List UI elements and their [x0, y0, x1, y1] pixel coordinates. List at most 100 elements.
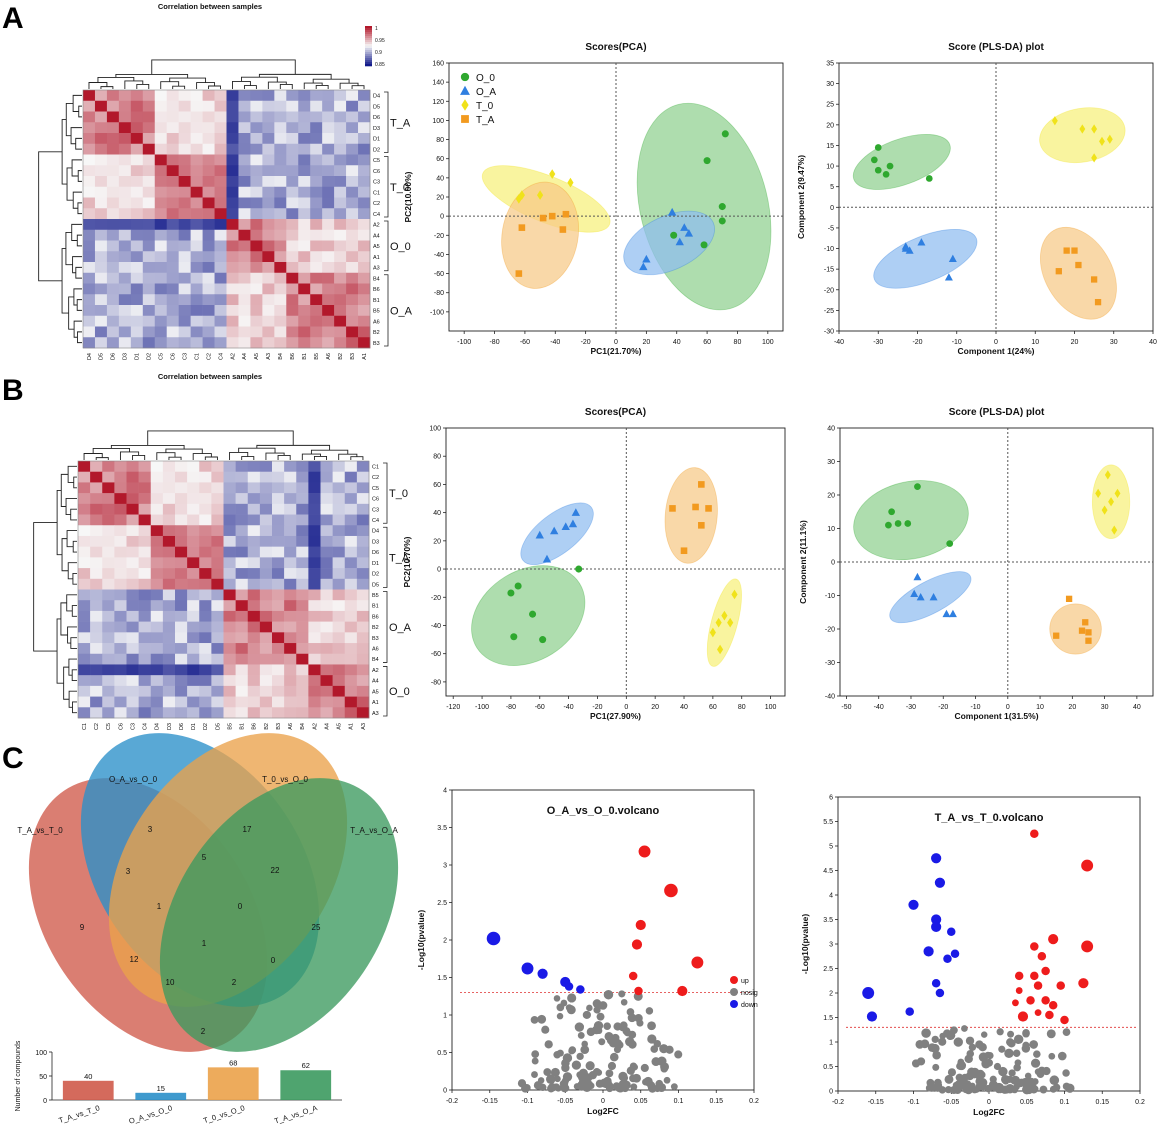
point-triangle — [667, 207, 677, 216]
y-tick-label: 0 — [443, 1088, 447, 1095]
heat-cell — [138, 610, 152, 622]
heat-cell — [346, 165, 359, 177]
heat-cell — [262, 251, 275, 263]
heat-cell — [106, 197, 120, 209]
heat-cell — [274, 122, 287, 134]
heat-cell — [308, 685, 321, 697]
plot-frame — [837, 796, 1141, 1092]
heat-cell — [150, 600, 164, 612]
heat-cell — [106, 90, 120, 102]
heat-cell — [114, 675, 127, 687]
heat-cell — [199, 685, 212, 697]
heat-cell — [78, 653, 91, 665]
y-tick-label: 10 — [826, 164, 834, 171]
legend-swatch — [365, 42, 372, 45]
heat-cell — [247, 685, 261, 697]
x-tick-label: 60 — [709, 704, 717, 711]
heat-cell — [83, 219, 96, 231]
bar-category-label: T_0_vs_O_0 — [202, 1103, 246, 1125]
nosig-point — [1011, 1086, 1019, 1094]
x-tick-label: -100 — [475, 704, 489, 711]
heat-cell — [235, 471, 249, 483]
heat-cell — [238, 100, 251, 112]
point-diamond — [1079, 124, 1086, 134]
nosig-point — [665, 1045, 674, 1054]
heat-cell — [226, 186, 239, 198]
dendrogram-branch — [97, 77, 135, 83]
heat-cell — [344, 546, 358, 558]
x-tick-label: 0 — [994, 339, 998, 346]
up-point — [1048, 1001, 1058, 1010]
heat-cell — [187, 568, 200, 580]
heat-cell — [310, 100, 323, 112]
heat-cell — [332, 482, 346, 494]
heat-cell — [106, 251, 120, 263]
dendrogram-branch — [76, 234, 82, 247]
heat-cell — [126, 632, 139, 644]
heat-cell — [310, 143, 323, 155]
heat-cell — [346, 208, 359, 220]
y-tick-label: 80 — [433, 454, 441, 461]
heat-cell — [356, 514, 370, 526]
heat-col-label: A3 — [266, 353, 272, 360]
heat-cell — [178, 294, 191, 306]
up-point — [634, 986, 643, 996]
heat-cell — [286, 186, 299, 198]
heat-cell — [142, 143, 156, 155]
nosig-point — [949, 1085, 958, 1095]
nosig-point — [944, 1074, 954, 1084]
point-triangle — [460, 85, 470, 95]
heat-cell — [150, 632, 164, 644]
heat-cell — [126, 653, 139, 665]
heat-cell — [211, 664, 224, 676]
heat-row-label: B4 — [373, 276, 380, 282]
heat-cell — [332, 664, 346, 676]
heat-cell — [106, 283, 120, 295]
heat-cell — [90, 589, 103, 601]
y-tick-label: 1.5 — [823, 1015, 833, 1022]
heat-cell — [322, 143, 335, 155]
heat-cell — [310, 90, 323, 102]
heat-cell — [199, 525, 212, 537]
confidence-ellipse — [501, 181, 580, 289]
y-tick-label: 80 — [436, 137, 444, 144]
heat-cell — [187, 503, 200, 515]
heat-cell — [308, 675, 321, 687]
heat-cell — [310, 272, 323, 284]
heat-col-label: C2 — [94, 723, 100, 730]
y-tick-label: -20 — [825, 627, 835, 634]
heat-cell — [83, 305, 96, 317]
heat-cell — [286, 219, 299, 231]
heat-cell — [238, 111, 251, 123]
y-tick-label: 0.5 — [823, 1064, 833, 1071]
heat-cell — [114, 568, 127, 580]
y-tick-label: 120 — [432, 99, 444, 106]
heat-cell — [187, 675, 200, 687]
heat-cell — [247, 535, 261, 547]
heat-cell — [154, 229, 168, 241]
heat-cell — [211, 535, 224, 547]
point-square — [698, 522, 705, 529]
x-tick-label: -10 — [952, 339, 962, 346]
point-diamond — [715, 617, 722, 628]
heat-cell — [358, 294, 371, 306]
heat-cell — [190, 337, 203, 349]
heat-cell — [226, 315, 239, 327]
heat-cell — [83, 143, 96, 155]
heat-cell — [150, 557, 164, 569]
confidence-ellipse — [1039, 107, 1126, 163]
point-triangle — [948, 609, 957, 618]
point-circle — [575, 565, 583, 573]
heat-cell — [334, 229, 347, 241]
heat-cell — [274, 111, 287, 123]
heat-cell — [358, 283, 371, 295]
x-axis-label: Component 1(31.5%) — [954, 711, 1038, 721]
heat-cell — [274, 165, 287, 177]
bar — [280, 1070, 332, 1100]
heat-cell — [78, 482, 91, 494]
heat-cell — [358, 100, 371, 112]
heat-cell — [94, 165, 108, 177]
x-tick-label: -30 — [873, 339, 883, 346]
heat-col-label: B4 — [300, 723, 306, 730]
heat-cell — [334, 197, 347, 209]
